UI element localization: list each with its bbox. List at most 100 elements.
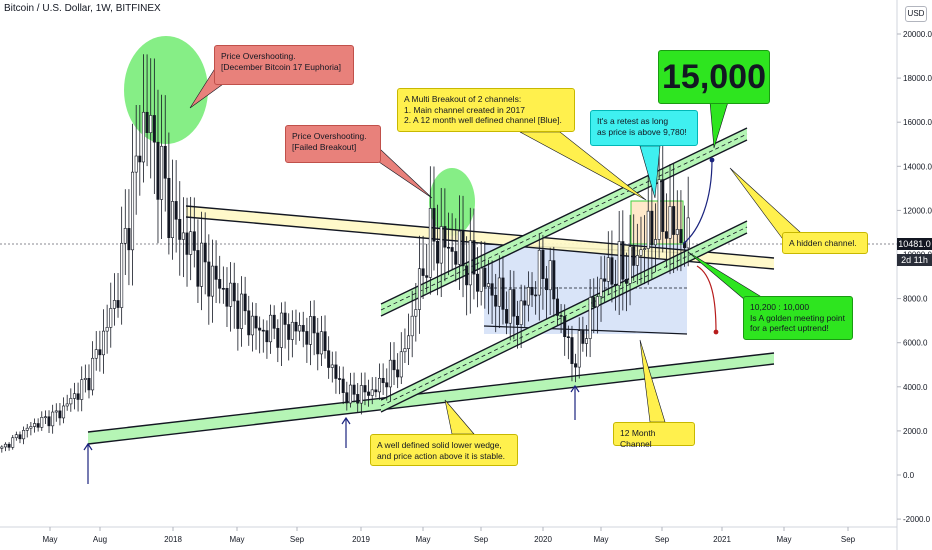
x-tick-label: 2018 — [164, 535, 182, 544]
candle-body — [388, 359, 392, 388]
annotation-multi-breakout[interactable]: A Multi Breakout of 2 channels: 1. Main … — [397, 88, 575, 132]
candle-body — [635, 255, 639, 266]
candle-body — [479, 267, 483, 292]
candle-body — [290, 321, 294, 340]
candle-body — [588, 297, 592, 339]
y-tick-label: 14000.0 — [903, 162, 932, 171]
candle-body — [298, 325, 302, 332]
candle-body — [399, 351, 403, 378]
candle-body — [624, 278, 628, 284]
candle-body — [523, 300, 527, 306]
candle-body — [617, 241, 621, 286]
candle-body — [167, 177, 171, 238]
candle-body — [152, 115, 156, 143]
ellipse-2019-top — [429, 168, 475, 236]
candle-body — [14, 434, 18, 439]
pointer-retest — [639, 145, 661, 199]
candle-body — [261, 329, 265, 332]
candle-body — [668, 206, 672, 239]
projection-up-end — [709, 157, 715, 163]
candle-body — [258, 327, 262, 331]
candle-body — [686, 217, 690, 249]
candle-body — [643, 248, 647, 250]
x-tick-label: May — [229, 535, 244, 544]
candle-body — [65, 403, 69, 407]
x-tick-label: Sep — [655, 535, 670, 544]
candle-body — [486, 283, 490, 287]
main-channel-2017-top — [185, 205, 775, 259]
candle-body — [457, 230, 461, 265]
candle-body — [11, 437, 15, 448]
candle-body — [628, 246, 632, 284]
annotation-overshoot-2017[interactable]: Price Overshooting. [December Bitcoin 17… — [214, 45, 354, 85]
candle-body — [414, 309, 418, 317]
candle-body — [599, 278, 603, 297]
candle-body — [341, 378, 345, 393]
annotation-golden-point[interactable]: 10,200 : 10,000 Is A golden meeting poin… — [743, 296, 853, 340]
candle-body — [443, 226, 447, 248]
candle-body — [421, 268, 425, 276]
candle-body — [272, 314, 276, 329]
upper-ascending-channel-mid — [380, 133, 748, 311]
x-tick-label: Sep — [290, 535, 305, 544]
candle-body — [530, 286, 534, 296]
annotation-12-month[interactable]: 12 Month Channel — [613, 422, 695, 449]
candle-body — [537, 249, 541, 296]
candle-body — [566, 336, 570, 339]
candle-body — [439, 226, 443, 264]
candle-body — [657, 179, 661, 240]
candle-body — [29, 426, 33, 429]
candle-body — [138, 155, 142, 163]
lower-wedge-bottom — [87, 363, 775, 445]
candle-body — [374, 389, 378, 393]
candle-body — [25, 427, 29, 431]
annotation-hidden-channel[interactable]: A hidden channel. — [782, 232, 868, 254]
candle-body — [581, 330, 585, 344]
candle-body — [584, 338, 588, 344]
candle-body — [91, 357, 95, 391]
candle-body — [490, 283, 494, 296]
candle-body — [672, 206, 676, 235]
y-tick-label: -2000.0 — [903, 515, 931, 524]
y-tick-label: 0.0 — [903, 471, 915, 480]
candle-body — [323, 331, 327, 352]
candle-body — [207, 261, 211, 297]
candle-body — [305, 331, 309, 345]
candle-body — [381, 377, 385, 384]
candle-body — [653, 239, 657, 246]
candle-body — [450, 247, 454, 252]
candle-body — [250, 315, 254, 336]
annotation-target[interactable]: 15,000 — [658, 50, 770, 104]
annotation-wedge[interactable]: A well defined solid lower wedge, and pr… — [370, 434, 518, 466]
candle-body — [432, 208, 436, 242]
x-axis: May Aug 2018 May Sep 2019 May Sep 2020 May Sep 2021… — [42, 527, 856, 544]
annotation-retest[interactable]: It's a retest as long as price is above … — [590, 110, 698, 146]
candle-body — [189, 231, 193, 255]
candle-body — [109, 308, 113, 328]
candle-body — [468, 240, 472, 286]
annotation-overshoot-failed[interactable]: Price Overshooting. [Failed Breakout] — [285, 125, 381, 163]
lower-wedge-top — [87, 352, 775, 433]
x-tick-label: 2021 — [713, 535, 731, 544]
candle-body — [370, 389, 374, 396]
candle-body — [428, 208, 432, 278]
candle-body — [541, 249, 545, 279]
ellipse-2017-top — [124, 36, 208, 144]
candle-body — [348, 384, 352, 404]
candle-body — [294, 321, 298, 332]
candle-body — [606, 257, 610, 282]
candle-body — [58, 410, 62, 419]
candle-body — [319, 331, 323, 355]
candle-body — [396, 369, 400, 378]
candle-body — [218, 279, 222, 289]
currency-label[interactable]: USD — [905, 6, 927, 22]
candle-body — [112, 300, 116, 309]
candle-body — [178, 218, 182, 240]
candle-body — [72, 393, 76, 399]
candle-body — [639, 249, 643, 256]
y-tick-label: 18000.0 — [903, 74, 932, 83]
candle-body — [174, 201, 178, 220]
candle-body — [149, 115, 153, 133]
candle-body — [43, 416, 47, 419]
